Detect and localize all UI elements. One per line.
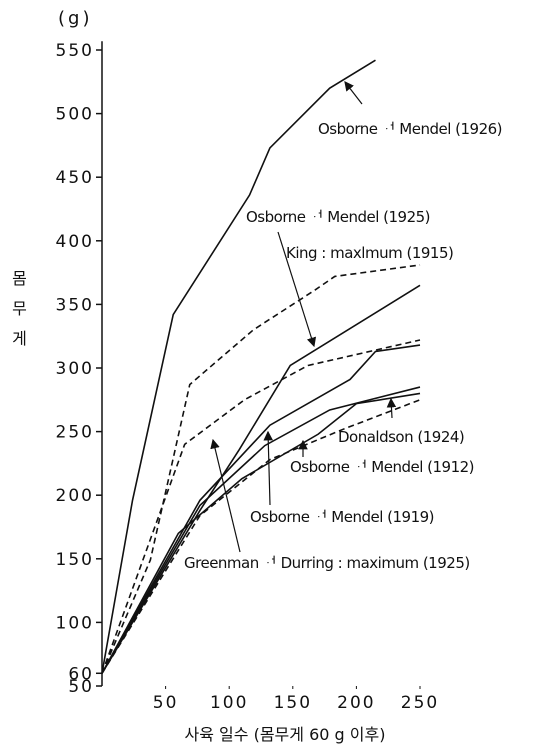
x-tick-label: 50: [153, 693, 179, 713]
x-tick-label: 150: [274, 693, 312, 713]
series-line: [101, 399, 421, 674]
y-tick-label: 150: [56, 550, 94, 570]
series-label: Osborne ᆟ Mendel (1912): [290, 458, 474, 476]
series-label: Osborne ᆟ Mendel (1919): [250, 508, 434, 526]
y-tick-label: 350: [56, 295, 94, 315]
annotation-arrow: [386, 397, 397, 419]
y-tick-label: 60: [68, 664, 94, 684]
y-tick-label: 450: [56, 168, 94, 188]
series-line: [101, 59, 376, 674]
x-tick-label: 250: [401, 693, 439, 713]
x-tick-label: 200: [337, 693, 375, 713]
series-label: Osborne ᆟ Mendel (1926): [318, 120, 502, 138]
annotation-arrow: [210, 438, 241, 553]
series-label: Donaldson (1924): [338, 428, 464, 446]
y-axis-label: 몸무게: [9, 270, 28, 360]
x-axis-label: 사육 일수 (몸무게 60 g 이후): [185, 725, 386, 744]
y-tick-label: 200: [56, 486, 94, 506]
series-line: [101, 339, 421, 674]
y-tick-label: 250: [56, 423, 94, 443]
series-line: [101, 284, 421, 674]
x-tick-label: 100: [210, 693, 248, 713]
series-line: [101, 264, 421, 674]
series-label: Greenman ᆟ Durring : maximum (1925): [184, 554, 470, 572]
series-line: [101, 392, 421, 674]
y-tick-label: 100: [56, 613, 94, 633]
annotation-arrow: [263, 430, 274, 506]
y-tick-label: 50: [68, 677, 94, 697]
series-label: Osborne ᆟ Mendel (1925): [246, 208, 430, 226]
y-tick-label: 300: [56, 359, 94, 379]
annotation-arrow: [277, 231, 317, 348]
y-tick-label: 400: [56, 232, 94, 252]
y-tick-label: 500: [56, 105, 94, 125]
series-label: King : maxlmum (1915): [286, 244, 453, 262]
y-tick-label: 550: [56, 41, 94, 61]
annotation-arrow: [344, 81, 363, 105]
unit-label: (g): [58, 8, 92, 29]
